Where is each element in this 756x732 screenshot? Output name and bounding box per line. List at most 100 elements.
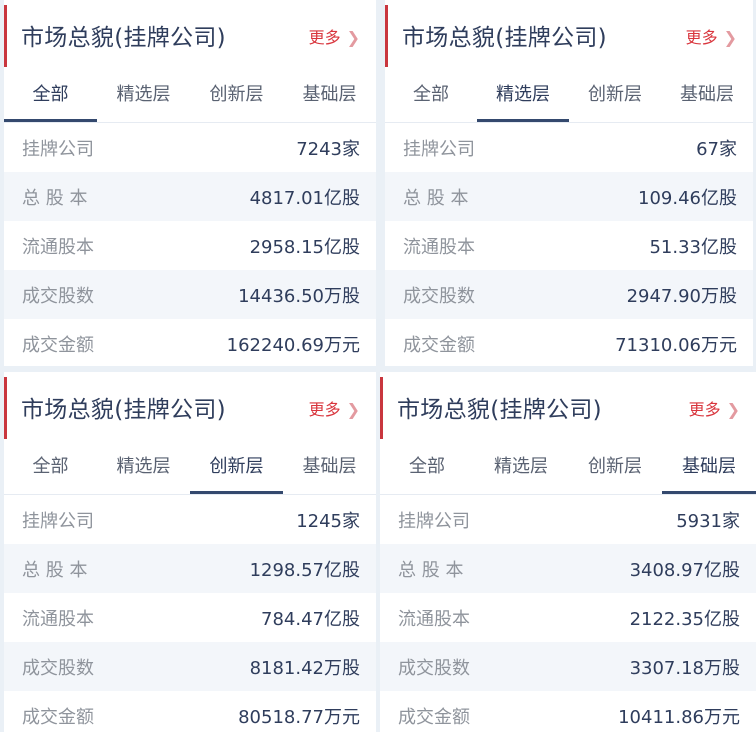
tab-base[interactable]: 基础层: [680, 84, 734, 105]
tier-tabs: 全部 精选层 创新层 基础层: [4, 442, 376, 495]
row-value: 2947.90万股: [626, 285, 737, 307]
tab-all[interactable]: 全部: [32, 456, 69, 477]
table-row: 挂牌公司 67家: [385, 123, 753, 172]
stats-table: 挂牌公司 67家 总 股 本 109.46亿股 流通股本 51.33亿股 成交股…: [385, 123, 753, 366]
panel-title: 市场总貌(挂牌公司): [21, 397, 226, 423]
table-row: 成交股数 3307.18万股: [380, 642, 756, 691]
table-row: 总 股 本 4817.01亿股: [4, 172, 376, 221]
row-label: 总 股 本: [22, 187, 88, 209]
tab-select[interactable]: 精选层: [494, 456, 548, 477]
row-value: 784.47亿股: [261, 608, 360, 630]
more-label: 更多: [688, 400, 721, 419]
accent-bar: [385, 5, 388, 67]
row-value: 80518.77万元: [238, 706, 360, 728]
more-link[interactable]: 更多 ❯: [309, 24, 360, 48]
row-value: 5931家: [676, 510, 740, 532]
chevron-right-icon: ❯: [726, 400, 740, 419]
panel-title: 市场总貌(挂牌公司): [402, 25, 607, 51]
tab-base[interactable]: 基础层: [302, 456, 357, 477]
table-row: 流通股本 51.33亿股: [385, 221, 753, 270]
tab-select[interactable]: 精选层: [477, 70, 569, 122]
table-row: 总 股 本 1298.57亿股: [4, 544, 376, 593]
row-label: 成交金额: [398, 706, 470, 728]
chevron-right-icon: ❯: [346, 28, 360, 47]
tab-innovation[interactable]: 创新层: [588, 456, 642, 477]
more-label: 更多: [308, 400, 341, 419]
tab-base[interactable]: 基础层: [302, 84, 357, 105]
market-overview-panel: 市场总貌(挂牌公司) 更多 ❯ 全部 精选层 创新层 基础层 挂牌公司 67家 总 股 …: [385, 0, 753, 366]
tab-all[interactable]: 全部: [413, 84, 449, 105]
tab-all[interactable]: 全部: [4, 70, 97, 122]
row-value: 1245家: [296, 510, 360, 532]
tab-base[interactable]: 基础层: [662, 442, 756, 494]
chevron-right-icon: ❯: [723, 28, 737, 47]
panel-title: 市场总貌(挂牌公司): [21, 25, 226, 51]
row-value: 10411.86万元: [618, 706, 740, 728]
row-label: 挂牌公司: [22, 138, 94, 160]
tab-innovation[interactable]: 创新层: [209, 84, 264, 105]
row-label: 挂牌公司: [398, 510, 470, 532]
table-row: 流通股本 2958.15亿股: [4, 221, 376, 270]
row-label: 成交股数: [403, 285, 475, 307]
table-row: 挂牌公司 7243家: [4, 123, 376, 172]
row-value: 2958.15亿股: [249, 236, 360, 258]
table-row: 成交金额 10411.86万元: [380, 691, 756, 732]
row-value: 1298.57亿股: [249, 559, 360, 581]
tier-tabs: 全部 精选层 创新层 基础层: [385, 70, 753, 123]
accent-bar: [380, 377, 383, 439]
row-value: 8181.42万股: [249, 657, 360, 679]
row-value: 109.46亿股: [638, 187, 737, 209]
row-value: 162240.69万元: [226, 334, 360, 356]
row-label: 总 股 本: [22, 559, 88, 581]
table-row: 总 股 本 3408.97亿股: [380, 544, 756, 593]
panel-header: 市场总貌(挂牌公司) 更多 ❯: [4, 372, 376, 442]
tab-innovation[interactable]: 创新层: [588, 84, 642, 105]
panel-header: 市场总貌(挂牌公司) 更多 ❯: [380, 372, 756, 442]
tab-all[interactable]: 全部: [409, 456, 445, 477]
row-label: 挂牌公司: [403, 138, 475, 160]
more-link[interactable]: 更多 ❯: [309, 396, 360, 420]
row-value: 51.33亿股: [649, 236, 737, 258]
row-value: 71310.06万元: [615, 334, 737, 356]
table-row: 流通股本 2122.35亿股: [380, 593, 756, 642]
row-label: 流通股本: [22, 608, 94, 630]
accent-bar: [4, 377, 7, 439]
more-link[interactable]: 更多 ❯: [686, 24, 737, 48]
row-label: 总 股 本: [403, 187, 469, 209]
table-row: 总 股 本 109.46亿股: [385, 172, 753, 221]
tab-innovation[interactable]: 创新层: [190, 442, 283, 494]
row-value: 14436.50万股: [238, 285, 360, 307]
row-value: 3307.18万股: [629, 657, 740, 679]
table-row: 成交金额 162240.69万元: [4, 319, 376, 366]
row-label: 流通股本: [22, 236, 94, 258]
more-label: 更多: [308, 28, 341, 47]
market-overview-panel: 市场总貌(挂牌公司) 更多 ❯ 全部 精选层 创新层 基础层 挂牌公司 5931家 总 …: [380, 372, 756, 732]
table-row: 成交股数 14436.50万股: [4, 270, 376, 319]
stats-table: 挂牌公司 5931家 总 股 本 3408.97亿股 流通股本 2122.35亿…: [380, 495, 756, 732]
row-value: 67家: [696, 138, 737, 160]
row-label: 流通股本: [398, 608, 470, 630]
more-link[interactable]: 更多 ❯: [689, 396, 740, 420]
row-label: 成交股数: [22, 657, 94, 679]
row-value: 4817.01亿股: [249, 187, 360, 209]
panel-title: 市场总貌(挂牌公司): [397, 397, 602, 423]
accent-bar: [4, 5, 7, 67]
chevron-right-icon: ❯: [346, 400, 360, 419]
row-label: 成交金额: [22, 706, 94, 728]
tier-tabs: 全部 精选层 创新层 基础层: [4, 70, 376, 123]
row-value: 7243家: [296, 138, 360, 160]
row-value: 3408.97亿股: [629, 559, 740, 581]
panel-header: 市场总貌(挂牌公司) 更多 ❯: [385, 0, 753, 70]
row-label: 成交股数: [398, 657, 470, 679]
row-label: 挂牌公司: [22, 510, 94, 532]
table-row: 成交金额 80518.77万元: [4, 691, 376, 732]
market-overview-panel: 市场总貌(挂牌公司) 更多 ❯ 全部 精选层 创新层 基础层 挂牌公司 1245家 总 …: [4, 372, 376, 732]
more-label: 更多: [685, 28, 718, 47]
table-row: 成交金额 71310.06万元: [385, 319, 753, 366]
tab-select[interactable]: 精选层: [116, 84, 171, 105]
tab-select[interactable]: 精选层: [116, 456, 171, 477]
market-overview-panel: 市场总貌(挂牌公司) 更多 ❯ 全部 精选层 创新层 基础层 挂牌公司 7243家 总 …: [4, 0, 376, 366]
table-row: 流通股本 784.47亿股: [4, 593, 376, 642]
row-label: 总 股 本: [398, 559, 464, 581]
panel-header: 市场总貌(挂牌公司) 更多 ❯: [4, 0, 376, 70]
